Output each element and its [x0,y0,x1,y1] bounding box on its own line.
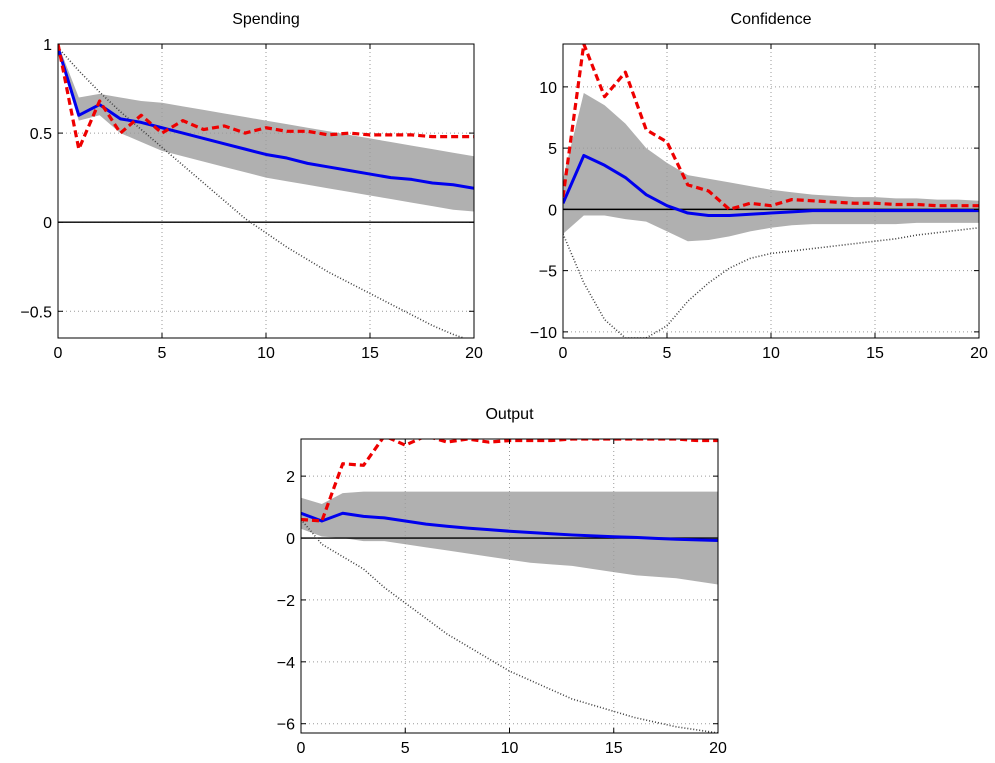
x-tick-label: 15 [361,345,379,362]
series-line-dashed [58,44,474,151]
y-tick-label: −10 [530,325,557,342]
y-tick-label: 2 [286,469,295,486]
series-line-dotted [58,47,467,338]
y-tick-label: −0.5 [20,304,52,321]
series-line-dashed [563,44,979,211]
x-tick-label: 15 [866,345,884,362]
x-tick-label: 20 [970,345,988,362]
y-tick-label: 1 [43,37,52,54]
x-tick-label: 5 [401,740,410,757]
panel-spending: 0 5 10 15 20 −0.5 0 0.5 1 Spending [20,11,483,362]
y-tick-label: 0 [43,215,52,232]
x-tick-label: 5 [663,345,672,362]
x-tick-label: 10 [501,740,519,757]
series-line-dotted [301,518,718,733]
panel-title: Output [485,406,534,423]
y-tick-label: −2 [277,593,295,610]
y-tick-label: 0.5 [30,126,52,143]
x-tick-label: 20 [709,740,727,757]
panel-title: Spending [232,11,300,28]
x-tick-label: 10 [257,345,275,362]
plot-content [58,44,474,338]
y-tick-label: 0 [286,531,295,548]
x-tick-label: 0 [297,740,306,757]
y-tick-label: −4 [277,655,295,672]
x-tick-label: 5 [158,345,167,362]
series-line-solid [58,47,474,190]
x-tick-label: 15 [605,740,623,757]
panel-confidence: 0 5 10 15 20 −10 −5 0 5 10 Confidence [530,11,988,362]
plot-content [563,44,979,338]
y-tick-label: 0 [548,202,557,219]
panel-title: Confidence [731,11,812,28]
y-tick-label: 5 [548,141,557,158]
panel-output: 0 5 10 15 20 −6 −4 −2 0 2 Output [277,406,727,757]
y-tick-label: −6 [277,717,295,734]
series-line-solid [301,511,718,543]
y-tick-label: −5 [539,264,557,281]
x-tick-label: 0 [559,345,568,362]
x-tick-label: 0 [54,345,63,362]
series-line-dotted [563,226,979,338]
x-tick-label: 20 [465,345,483,362]
x-tick-label: 10 [762,345,780,362]
series-line-solid [563,153,979,217]
y-tick-label: 10 [539,80,557,97]
